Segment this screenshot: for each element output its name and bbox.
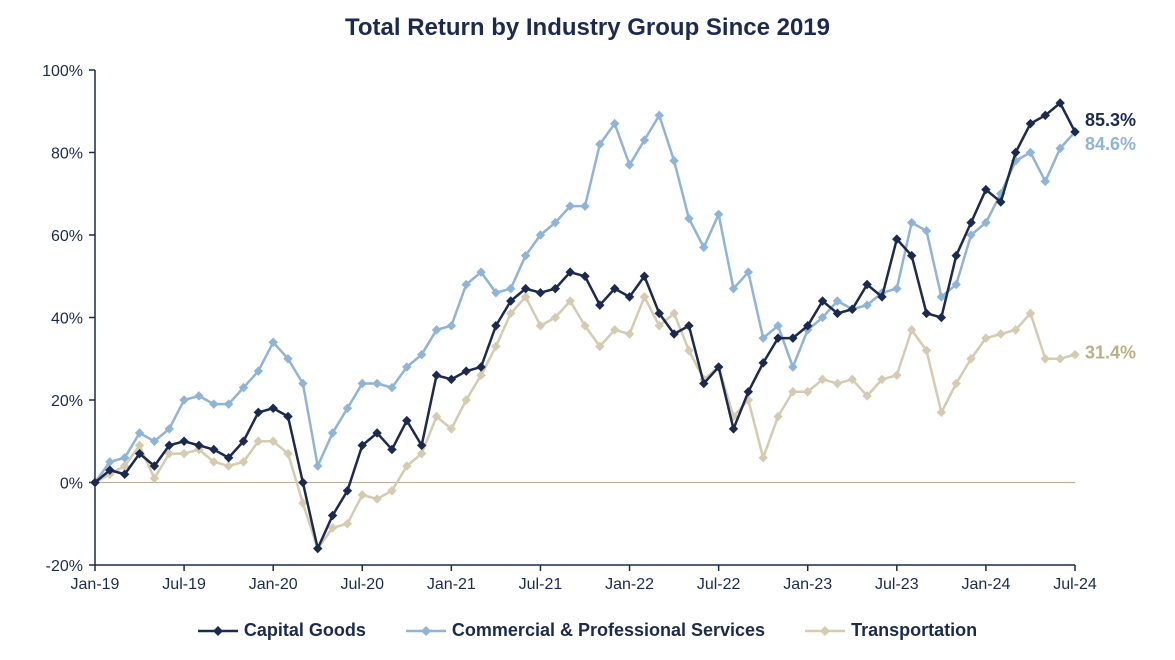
legend-label: Capital Goods xyxy=(244,620,366,641)
end-label-commercial_prof: 84.6% xyxy=(1085,134,1136,154)
series-line-transportation xyxy=(95,297,1075,549)
x-tick-label: Jan-23 xyxy=(783,576,832,593)
legend-item-commercial_prof: Commercial & Professional Services xyxy=(406,620,765,641)
y-tick-label: 80% xyxy=(51,146,83,163)
end-label-transportation: 31.4% xyxy=(1085,343,1136,363)
series-markers-commercial_prof xyxy=(91,111,1079,486)
x-tick-label: Jan-22 xyxy=(605,576,654,593)
chart-title: Total Return by Industry Group Since 201… xyxy=(0,14,1175,42)
legend-item-capital_goods: Capital Goods xyxy=(198,620,366,641)
legend-swatch-transportation xyxy=(805,624,845,638)
y-tick-label: 100% xyxy=(42,63,83,80)
x-tick-label: Jan-21 xyxy=(427,576,476,593)
x-tick-label: Jul-19 xyxy=(162,576,206,593)
legend-swatch-commercial_prof xyxy=(406,624,446,638)
x-tick-label: Jul-21 xyxy=(519,576,563,593)
y-tick-label: 60% xyxy=(51,228,83,245)
y-tick-label: 20% xyxy=(51,393,83,410)
x-tick-label: Jan-24 xyxy=(961,576,1010,593)
legend-swatch-capital_goods xyxy=(198,624,238,638)
series-line-commercial_prof xyxy=(95,115,1075,482)
y-tick-label: 40% xyxy=(51,311,83,328)
x-tick-label: Jul-23 xyxy=(875,576,919,593)
x-tick-label: Jan-19 xyxy=(71,576,120,593)
series-markers-transportation xyxy=(91,293,1079,553)
legend: Capital Goods Commercial & Professional S… xyxy=(0,620,1175,641)
y-tick-label: -20% xyxy=(46,558,83,575)
x-tick-label: Jan-20 xyxy=(249,576,298,593)
x-tick-label: Jul-20 xyxy=(340,576,384,593)
end-label-capital_goods: 85.3% xyxy=(1085,110,1136,130)
legend-item-transportation: Transportation xyxy=(805,620,977,641)
x-tick-label: Jul-22 xyxy=(697,576,741,593)
y-tick-label: 0% xyxy=(60,476,83,493)
chart-container: Total Return by Industry Group Since 201… xyxy=(0,0,1175,660)
line-chart: -20% 0% 20% 40% 60% 80% 100% Jan-19 Jul-19 Jan-20… xyxy=(0,0,1175,660)
x-tick-label: Jul-24 xyxy=(1053,576,1097,593)
legend-label: Commercial & Professional Services xyxy=(452,620,765,641)
legend-label: Transportation xyxy=(851,620,977,641)
